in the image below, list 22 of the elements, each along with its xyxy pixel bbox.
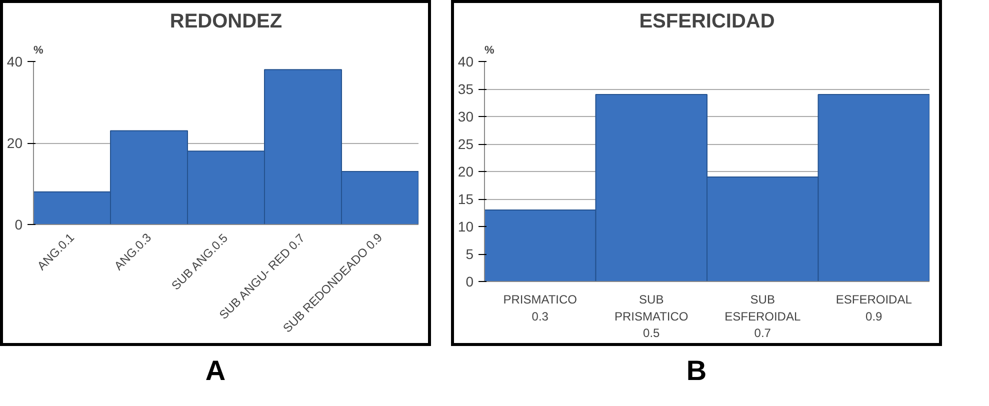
y-tick-label: 15 bbox=[458, 191, 474, 207]
y-tick-label: 25 bbox=[458, 136, 474, 152]
text: B bbox=[686, 354, 707, 388]
text: A bbox=[205, 354, 226, 388]
y-axis-title: % bbox=[34, 44, 44, 56]
y-tick-label: 20 bbox=[458, 164, 474, 180]
chart-title: ESFERICIDAD bbox=[639, 10, 775, 32]
x-tick-label: SUB PRISMATICO 0.5 bbox=[614, 292, 688, 340]
y-axis-title: % bbox=[484, 44, 494, 56]
y-tick-label: 30 bbox=[458, 108, 474, 124]
y-tick-label: 40 bbox=[6, 54, 23, 70]
x-tick-label: ESFEROIDAL 0.9 bbox=[836, 292, 912, 324]
y-tick-label: 0 bbox=[14, 216, 23, 232]
y-tick-label: 35 bbox=[458, 81, 474, 97]
y-tick-label: 0 bbox=[466, 274, 474, 290]
y-tick-label: 10 bbox=[458, 218, 474, 234]
x-tick-label: PRISMATICO 0.3 bbox=[503, 292, 578, 324]
x-tick-label: SUB ESFEROIDAL 0.7 bbox=[724, 292, 801, 340]
chart-title: REDONDEZ bbox=[170, 10, 282, 32]
y-tick-label: 40 bbox=[458, 54, 474, 70]
y-tick-label: 20 bbox=[6, 135, 23, 151]
y-tick-label: 5 bbox=[466, 246, 474, 262]
